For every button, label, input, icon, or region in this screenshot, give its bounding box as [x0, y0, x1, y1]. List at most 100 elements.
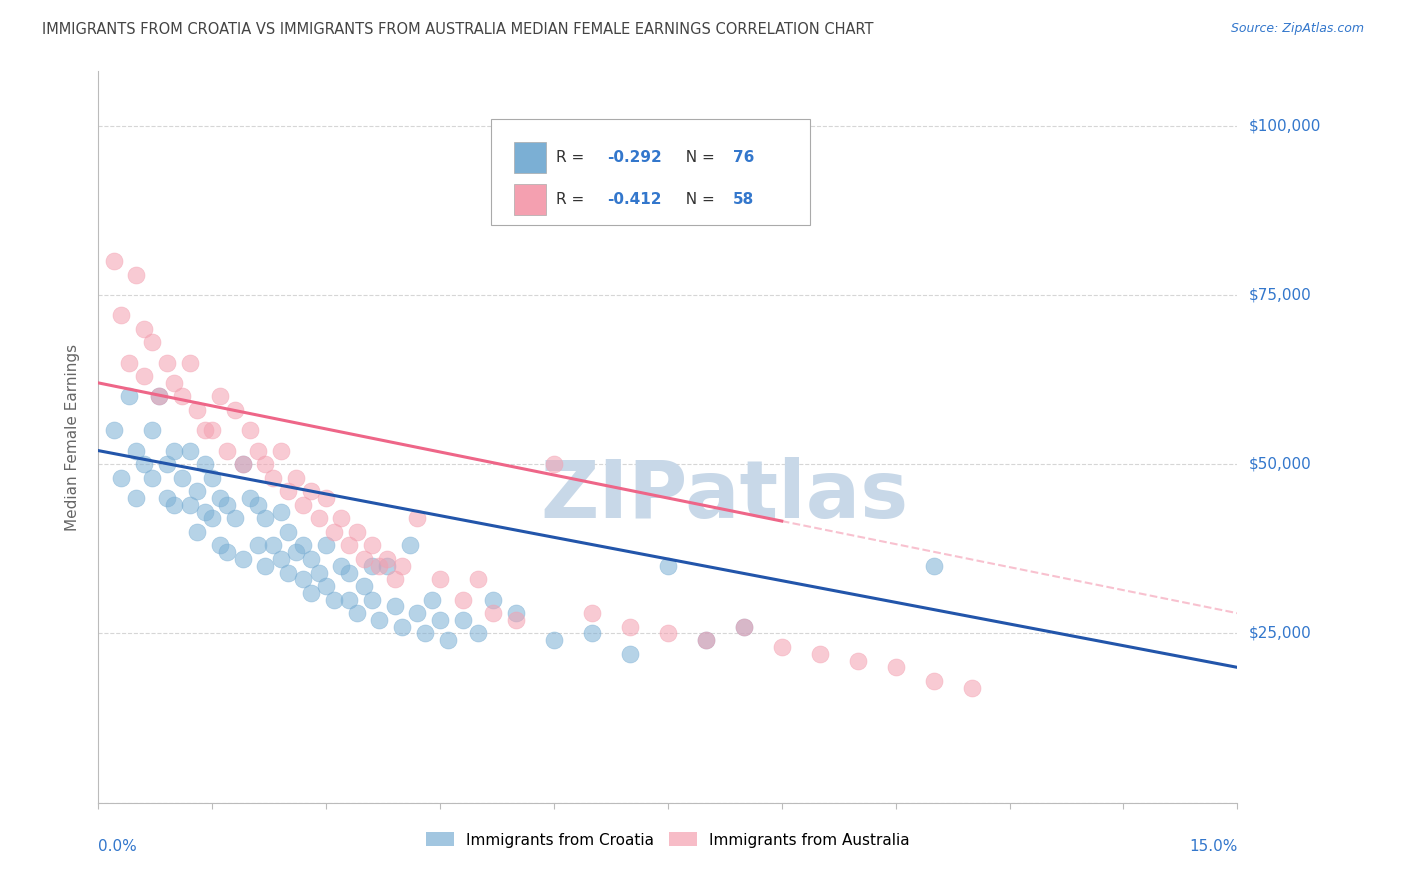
Point [299, 586, 322, 600]
Point [330, 511, 353, 525]
Text: R =: R = [557, 150, 589, 165]
Point [156, 457, 179, 471]
Point [277, 484, 299, 499]
Text: Source: ZipAtlas.com: Source: ZipAtlas.com [1230, 22, 1364, 36]
Point [360, 538, 382, 552]
Point [322, 524, 344, 539]
Legend: Immigrants from Croatia, Immigrants from Australia: Immigrants from Croatia, Immigrants from… [420, 826, 915, 854]
Point [337, 592, 360, 607]
Point [482, 606, 505, 620]
Point [132, 457, 155, 471]
Point [232, 457, 254, 471]
Point [110, 308, 132, 322]
Point [422, 592, 444, 607]
Point [284, 471, 307, 485]
Point [391, 558, 413, 573]
Point [846, 654, 869, 668]
Point [232, 552, 254, 566]
Point [125, 268, 148, 282]
Point [186, 524, 208, 539]
Point [239, 423, 262, 437]
Point [543, 633, 565, 648]
Point [482, 592, 505, 607]
Point [960, 681, 983, 695]
Point [201, 471, 224, 485]
Text: ZIPatlas: ZIPatlas [541, 457, 908, 534]
Point [239, 491, 262, 505]
Point [808, 647, 831, 661]
Point [262, 538, 284, 552]
Point [208, 538, 231, 552]
Point [270, 443, 292, 458]
Text: $75,000: $75,000 [1249, 287, 1312, 302]
Point [695, 633, 717, 648]
Point [194, 505, 217, 519]
Point [254, 511, 277, 525]
Point [657, 626, 679, 640]
FancyBboxPatch shape [515, 184, 546, 215]
Point [315, 491, 337, 505]
Point [277, 524, 299, 539]
Point [163, 443, 186, 458]
Point [368, 613, 391, 627]
Text: 0.0%: 0.0% [98, 839, 138, 855]
Point [224, 511, 246, 525]
Text: 15.0%: 15.0% [1189, 839, 1237, 855]
Point [330, 558, 353, 573]
Point [451, 592, 474, 607]
Point [375, 552, 398, 566]
Text: -0.412: -0.412 [607, 192, 662, 207]
Point [103, 423, 125, 437]
Point [163, 376, 186, 390]
FancyBboxPatch shape [491, 119, 810, 225]
Text: $50,000: $50,000 [1249, 457, 1312, 472]
Point [360, 558, 382, 573]
Point [132, 369, 155, 384]
Point [360, 592, 382, 607]
Point [217, 498, 239, 512]
Point [170, 389, 193, 403]
Point [148, 389, 170, 403]
Point [337, 566, 360, 580]
Point [132, 322, 155, 336]
Text: 76: 76 [733, 150, 754, 165]
Point [505, 606, 527, 620]
Point [619, 647, 641, 661]
Point [292, 572, 315, 586]
Point [657, 558, 679, 573]
Point [179, 443, 201, 458]
Point [884, 660, 907, 674]
Point [581, 606, 603, 620]
Point [148, 389, 170, 403]
Point [201, 511, 224, 525]
Point [125, 443, 148, 458]
Point [375, 558, 398, 573]
Point [922, 558, 945, 573]
Point [619, 620, 641, 634]
Point [337, 538, 360, 552]
Text: R =: R = [557, 192, 589, 207]
Point [451, 613, 474, 627]
Point [170, 471, 193, 485]
Point [163, 498, 186, 512]
Point [141, 335, 163, 350]
Point [292, 538, 315, 552]
Point [413, 626, 436, 640]
FancyBboxPatch shape [515, 143, 546, 173]
Point [353, 552, 375, 566]
Point [156, 355, 179, 369]
Point [118, 389, 141, 403]
Text: 58: 58 [733, 192, 754, 207]
Point [429, 572, 451, 586]
Point [118, 355, 141, 369]
Point [543, 457, 565, 471]
Point [353, 579, 375, 593]
Point [436, 633, 458, 648]
Point [208, 491, 231, 505]
Point [429, 613, 451, 627]
Point [467, 626, 489, 640]
Point [194, 457, 217, 471]
Text: -0.292: -0.292 [607, 150, 662, 165]
Point [733, 620, 755, 634]
Point [322, 592, 344, 607]
